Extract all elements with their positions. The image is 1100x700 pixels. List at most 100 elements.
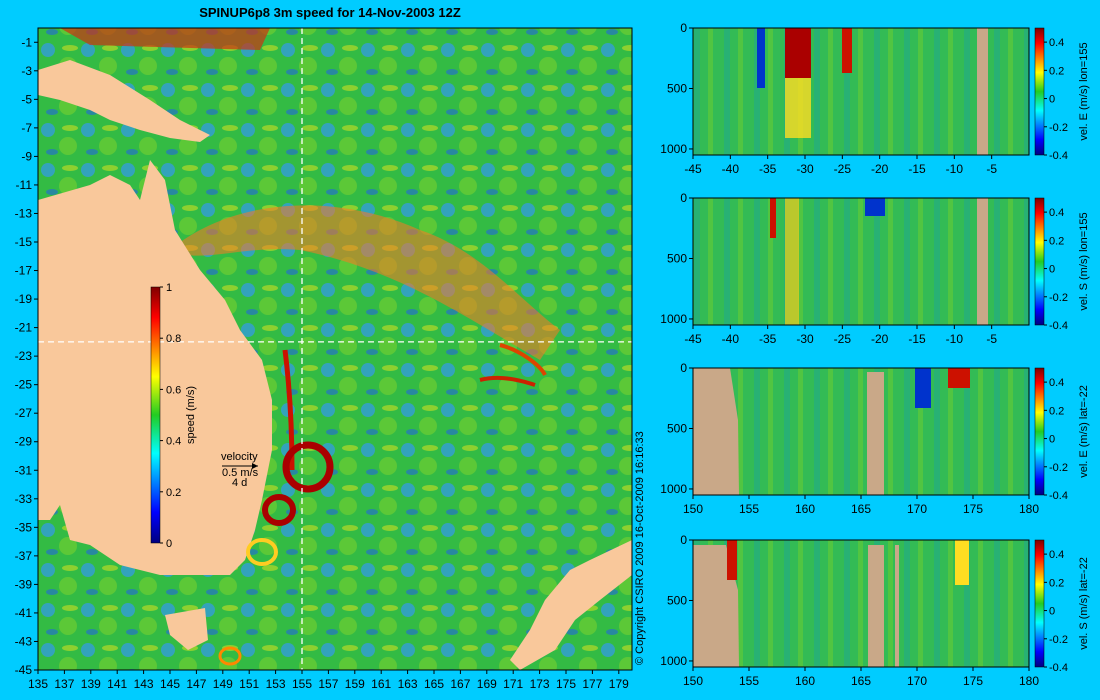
- map-eddy-3: [246, 538, 278, 566]
- map-x-tick-label: 165: [424, 677, 444, 691]
- map-y-tick-label: -13: [15, 206, 33, 220]
- map-y-tick-label: -29: [15, 435, 33, 449]
- section-y-tick-label: 1000: [660, 654, 687, 668]
- map-x-tick-label: 143: [134, 677, 154, 691]
- section-3-jet-b: [915, 368, 931, 408]
- map-x-tick-label: 163: [398, 677, 418, 691]
- map-land-new-zealand: [510, 540, 632, 670]
- section-x-tick-label: 165: [851, 674, 871, 688]
- section-1-jet-b: [785, 78, 811, 138]
- section-x-tick-label: -45: [684, 162, 702, 176]
- section-colorbar-tick-label: -0.2: [1049, 292, 1068, 304]
- section-colorbar-tick-label: 0: [1049, 264, 1055, 276]
- map-y-tick-label: -41: [15, 606, 33, 620]
- map-x-tick-label: 137: [54, 677, 74, 691]
- map-eddy-1: [282, 441, 334, 493]
- section-x-tick-label: 180: [1019, 674, 1039, 688]
- section-colorbar-tick-label: 0.4: [1049, 207, 1064, 219]
- map-colorbar-tick-label: 0.4: [166, 436, 181, 448]
- section-panel-1: [693, 28, 1029, 155]
- section-x-tick-label: -30: [796, 162, 814, 176]
- map-x-tick-label: 145: [160, 677, 180, 691]
- map-y-tick-label: -5: [21, 92, 32, 106]
- section-y-tick-label: 500: [667, 593, 687, 607]
- section-y-tick-label: 1000: [660, 142, 687, 156]
- map-y-tick-label: -45: [15, 663, 33, 677]
- section-x-tick-label: -5: [986, 332, 997, 346]
- map-x-tick-label: 141: [107, 677, 127, 691]
- map-y-tick-label: -27: [15, 406, 33, 420]
- section-colorbar-tick-label: 0: [1049, 434, 1055, 446]
- map-high-speed-north: [60, 28, 270, 50]
- section-1-jet-c: [842, 28, 852, 73]
- section-x-tick-label: 170: [907, 502, 927, 516]
- copyright-text: © Copyright CSIRO 2009 16-Oct-2009 16:16…: [634, 431, 646, 665]
- map-high-speed-band: [170, 205, 560, 360]
- section-x-tick-label: 160: [795, 502, 815, 516]
- map-jet-1: [479, 375, 536, 387]
- section-colorbar: [1034, 27, 1045, 156]
- section-y-tick-label: 1000: [660, 482, 687, 496]
- map-x-tick-label: 151: [239, 677, 259, 691]
- section-x-tick-label: -10: [946, 162, 964, 176]
- section-x-tick-label: 175: [963, 674, 983, 688]
- section-colorbar: [1034, 367, 1045, 496]
- section-colorbar-tick-label: -0.2: [1049, 634, 1068, 646]
- map-land-new-guinea: [38, 60, 210, 142]
- section-ylabel: vel. S (m/s) lat=-22: [1078, 557, 1090, 650]
- map-y-tick-label: -19: [15, 292, 33, 306]
- section-4-ridge-b: [895, 545, 899, 667]
- section-x-tick-label: -5: [986, 162, 997, 176]
- section-y-tick-label: 0: [680, 533, 687, 547]
- section-2-mask: [977, 198, 988, 325]
- map-x-tick-label: 147: [186, 677, 206, 691]
- map-colorbar-tick-label: 0.2: [166, 487, 181, 499]
- section-y-tick-label: 0: [680, 191, 687, 205]
- section-x-tick-label: 155: [739, 502, 759, 516]
- section-x-tick-label: 160: [795, 674, 815, 688]
- map-colorbar-tick-label: 0.8: [166, 333, 181, 345]
- section-y-tick-label: 500: [667, 251, 687, 265]
- section-x-tick-label: -15: [908, 332, 926, 346]
- map-eddy-2: [262, 494, 296, 526]
- section-colorbar-tick-label: -0.4: [1049, 490, 1068, 502]
- map-colorbar: [150, 286, 161, 544]
- map-x-tick-label: 139: [81, 677, 101, 691]
- section-3-ridge-a: [867, 372, 884, 495]
- section-x-tick-label: -20: [871, 162, 889, 176]
- section-1-jet-a: [785, 28, 811, 78]
- map-y-tick-label: -7: [21, 121, 32, 135]
- section-frame: [692, 197, 1030, 326]
- section-ylabel: vel. S (m/s) lon=155: [1078, 212, 1090, 310]
- map-y-tick-label: -1: [21, 35, 32, 49]
- map-x-tick-label: 135: [28, 677, 48, 691]
- velocity-key-time: 4 d: [232, 477, 247, 489]
- map-x-tick-label: 173: [530, 677, 550, 691]
- map-y-tick-label: -23: [15, 349, 33, 363]
- map-y-tick-label: -37: [15, 549, 33, 563]
- map-y-tick-label: -9: [21, 149, 32, 163]
- speed-map: 135 137 139 141 143 145 147 149 151 153 155 157 159 1…: [15, 27, 633, 691]
- section-2-jet-a: [785, 198, 799, 325]
- map-x-tick-label: 149: [213, 677, 233, 691]
- section-x-tick-label: 165: [851, 502, 871, 516]
- map-y-tick-label: -31: [15, 463, 33, 477]
- section-y-tick-label: 1000: [660, 312, 687, 326]
- map-colorbar-label: speed (m/s): [185, 386, 197, 444]
- section-colorbar-tick-label: -0.4: [1049, 320, 1068, 332]
- map-x-tick-label: 175: [556, 677, 576, 691]
- section-panel-2: [693, 198, 1029, 325]
- section-colorbar-tick-label: 0.2: [1049, 577, 1064, 589]
- section-2-jet-c: [770, 198, 776, 238]
- section-4-jet-a: [727, 540, 737, 580]
- map-x-tick-label: 179: [609, 677, 629, 691]
- section-colorbar-tick-label: 0: [1049, 606, 1055, 618]
- section-4-ridge-a: [868, 545, 884, 667]
- map-x-tick-label: 155: [292, 677, 312, 691]
- section-y-tick-label: 500: [667, 81, 687, 95]
- section-axes: -45 -40 -35 -30 -25 -20 -15 -10 -5 0 500 1000 0.4 0.2…: [660, 21, 1090, 688]
- section-2-field: [693, 198, 1029, 325]
- section-x-tick-label: -25: [834, 332, 852, 346]
- section-ylabel: vel. E (m/s) lon=155: [1078, 42, 1090, 140]
